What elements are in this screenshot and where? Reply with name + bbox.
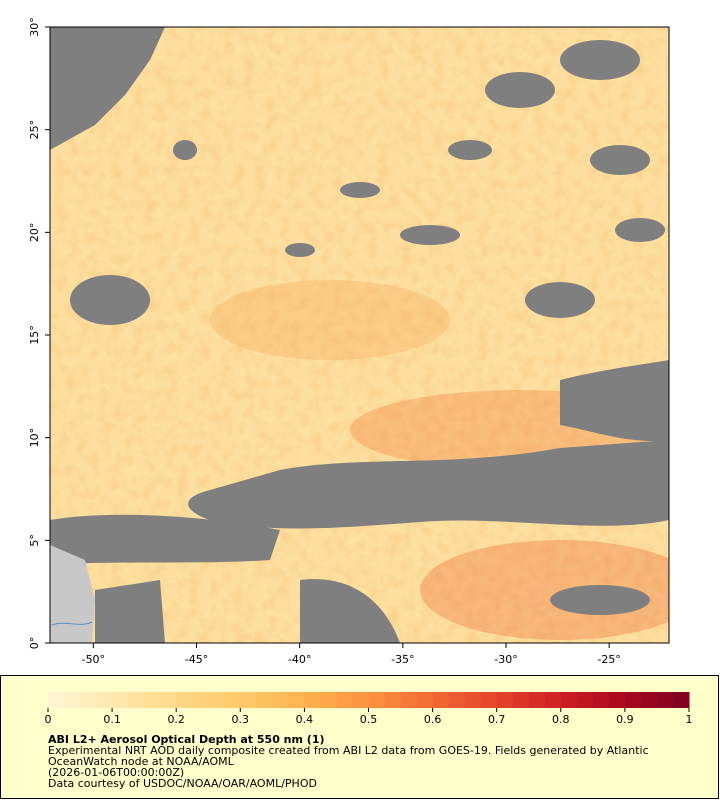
colorbar-tick-label: 0 — [45, 713, 52, 726]
colorbar-tick-label: 0.5 — [360, 713, 378, 726]
colorbar-swatch — [608, 692, 626, 708]
x-tick-label: -35° — [391, 653, 414, 666]
x-tick-label: -50° — [82, 653, 105, 666]
colorbar-swatch — [48, 692, 65, 708]
colorbar-swatch — [416, 692, 434, 708]
colorbar-swatch — [672, 692, 690, 708]
colorbar-tick-label: 0.4 — [296, 713, 314, 726]
colorbar-swatch — [512, 692, 530, 708]
colorbar-swatch — [656, 692, 674, 708]
colorbar-swatch — [464, 692, 482, 708]
colorbar-swatch — [288, 692, 305, 708]
colorbar-swatch — [304, 692, 321, 708]
legend-note: OceanWatch node at NOAA/AOML — [48, 755, 235, 768]
colorbar-swatch — [432, 692, 450, 708]
colorbar-tick-label: 0.9 — [616, 713, 634, 726]
y-tick-label: 10° — [28, 428, 41, 448]
y-tick-label: 15° — [28, 325, 41, 345]
colorbar-swatch — [160, 692, 177, 708]
colorbar-swatch — [192, 692, 209, 708]
y-tick-label: 25° — [28, 120, 41, 140]
colorbar-swatch — [592, 692, 610, 708]
colorbar-swatch — [176, 692, 193, 708]
colorbar-swatch — [224, 692, 241, 708]
colorbar-swatch — [144, 692, 161, 708]
y-tick-label: 5° — [28, 534, 41, 547]
colorbar-swatch — [480, 692, 498, 708]
colorbar-swatch — [448, 692, 466, 708]
colorbar-swatch — [336, 692, 353, 708]
map-raster — [50, 27, 669, 643]
legend-note: Experimental NRT AOD daily composite cre… — [48, 744, 649, 757]
colorbar-swatch — [368, 692, 386, 708]
colorbar-swatch — [272, 692, 289, 708]
colorbar-swatch — [640, 692, 658, 708]
colorbar-tick-label: 0.1 — [103, 713, 121, 726]
colorbar-swatch — [624, 692, 642, 708]
colorbar-swatch — [256, 692, 273, 708]
colorbar-tick-label: 1 — [686, 713, 693, 726]
y-tick-label: 20° — [28, 223, 41, 243]
y-tick-label: 0° — [28, 637, 41, 650]
colorbar-swatch — [400, 692, 418, 708]
colorbar-swatch — [80, 692, 97, 708]
colorbar-swatch — [240, 692, 257, 708]
axes: -50° -45° -40° -35° -30° -25° 0° 5° 10° 15° 20° 25°… — [28, 17, 621, 666]
colorbar-tick-label: 0.8 — [552, 713, 570, 726]
colorbar-tick-label: 0.2 — [167, 713, 185, 726]
colorbar: 0 0.1 0.2 0.3 0.4 0.5 0.6 0.7 0.8 0.9 1 — [45, 692, 693, 726]
colorbar-swatch — [544, 692, 562, 708]
colorbar-swatch — [320, 692, 337, 708]
x-tick-label: -45° — [185, 653, 208, 666]
colorbar-tick-label: 0.6 — [424, 713, 442, 726]
legend-note: Data courtesy of USDOC/NOAA/OAR/AOML/PHO… — [48, 777, 317, 790]
colorbar-swatch — [384, 692, 402, 708]
colorbar-swatch — [352, 692, 369, 708]
y-tick-label: 30° — [28, 17, 41, 37]
colorbar-tick-label: 0.7 — [488, 713, 506, 726]
colorbar-swatch — [496, 692, 514, 708]
colorbar-swatch — [560, 692, 578, 708]
colorbar-tick-label: 0.3 — [232, 713, 250, 726]
colorbar-swatch — [64, 692, 81, 708]
colorbar-swatch — [528, 692, 546, 708]
colorbar-swatch — [128, 692, 145, 708]
legend-note: (2026-01-06T00:00:00Z) — [48, 766, 184, 779]
x-tick-label: -30° — [494, 653, 517, 666]
legend-title: ABI L2+ Aerosol Optical Depth at 550 nm … — [48, 733, 325, 746]
colorbar-swatch — [576, 692, 594, 708]
x-tick-label: -25° — [597, 653, 620, 666]
colorbar-swatch — [112, 692, 129, 708]
colorbar-swatch — [208, 692, 225, 708]
colorbar-swatch — [96, 692, 113, 708]
x-tick-label: -40° — [288, 653, 311, 666]
